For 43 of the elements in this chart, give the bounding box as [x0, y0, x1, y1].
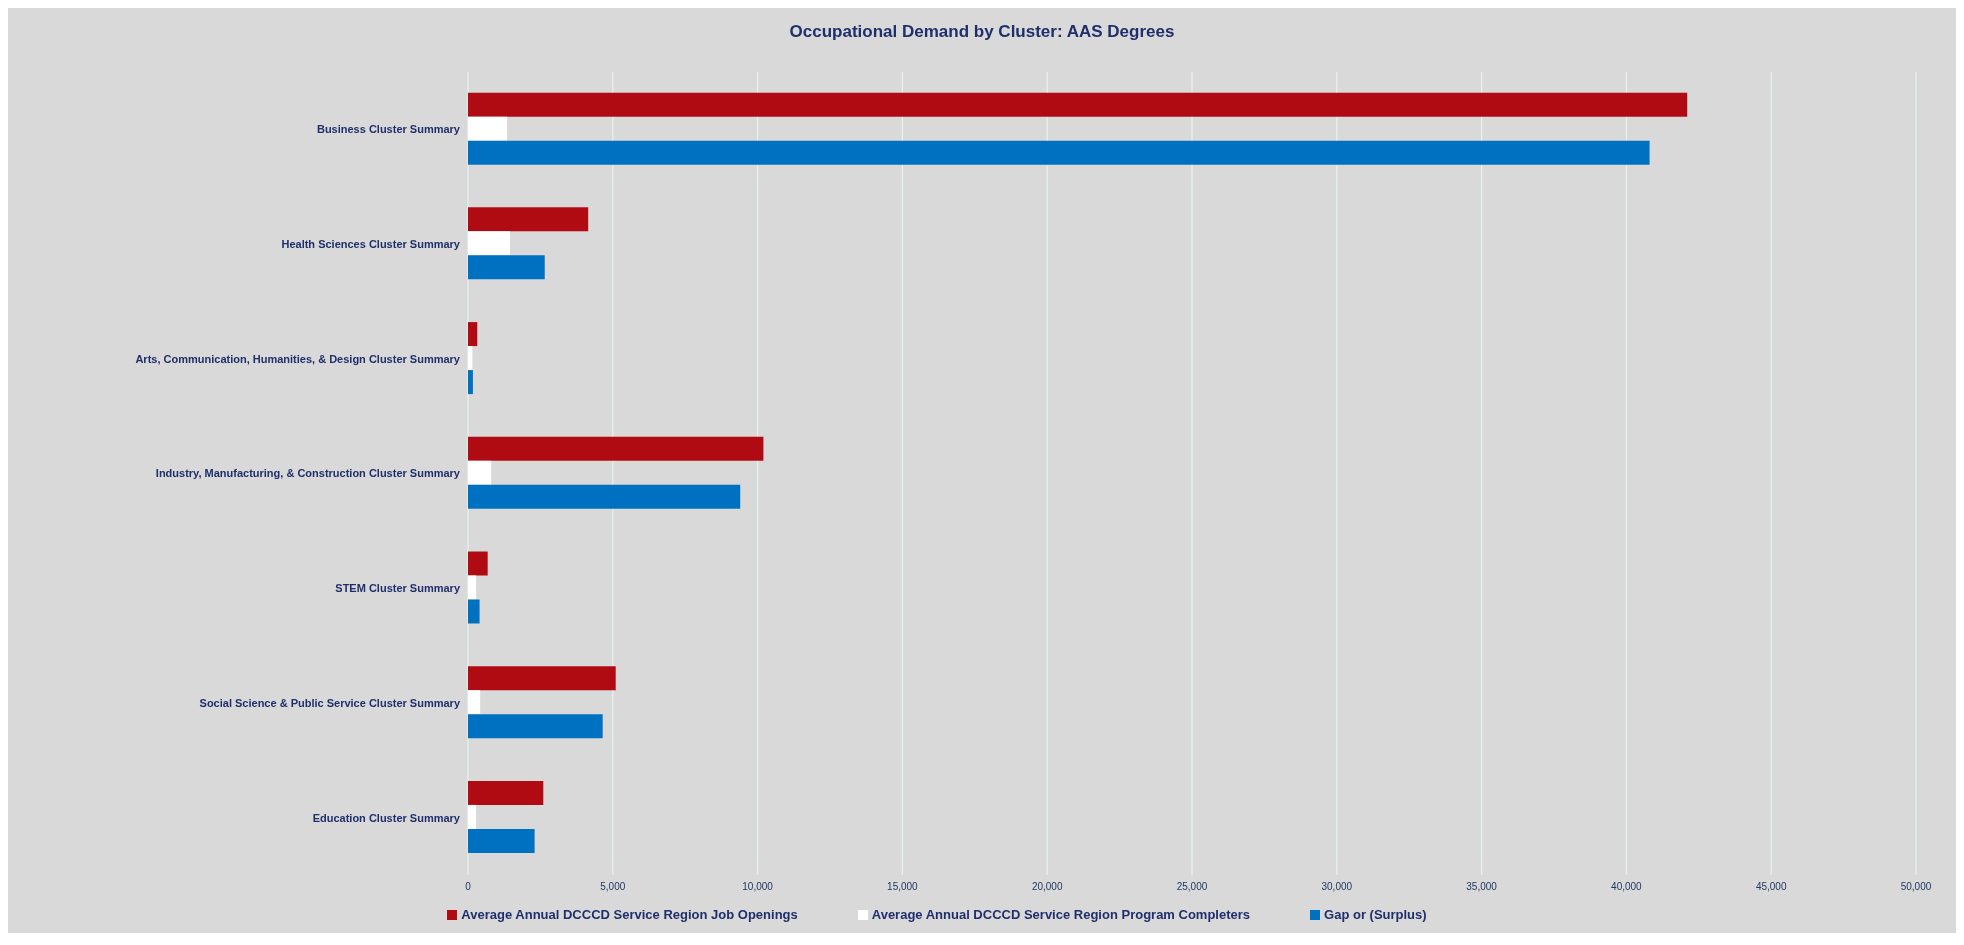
y-tick-label: Social Science & Public Service Cluster Summary: [199, 696, 461, 709]
bar: [468, 780, 544, 805]
bar: [468, 140, 1650, 165]
legend-label: Average Annual DCCCD Service Region Program Completers: [871, 907, 1251, 922]
x-tick-label: 45,000: [1755, 881, 1787, 893]
bar: [468, 460, 492, 485]
y-tick-label: Education Cluster Summary: [312, 811, 461, 824]
y-tick-label: Industry, Manufacturing, & Construction Cluster Summary: [155, 467, 461, 480]
bar: [468, 666, 616, 691]
bar: [468, 436, 764, 461]
y-tick-label: Health Sciences Cluster Summary: [281, 237, 461, 250]
x-tick-label: 0: [465, 881, 472, 893]
bar: [468, 575, 477, 600]
y-tick-label: STEM Cluster Summary: [335, 582, 461, 595]
legend-label: Average Annual DCCCD Service Region Job Openings: [461, 907, 798, 922]
y-tick-label: Arts, Communication, Humanities, & Design Cluster Summary: [135, 352, 461, 365]
bar: [468, 322, 478, 347]
x-tick-label: 25,000: [1176, 881, 1208, 893]
x-tick-label: 50,000: [1900, 881, 1932, 893]
bar: [468, 116, 508, 141]
bar: [468, 484, 741, 509]
x-tick-label: 30,000: [1321, 881, 1353, 893]
bar: [468, 804, 477, 829]
bar: [468, 207, 589, 232]
x-tick-label: 10,000: [742, 881, 774, 893]
x-tick-label: 15,000: [887, 881, 919, 893]
bar: [468, 714, 603, 739]
bar: [468, 690, 481, 715]
bar: [468, 551, 488, 576]
x-tick-label: 35,000: [1466, 881, 1498, 893]
chart-title: Occupational Demand by Cluster: AAS Degrees: [788, 21, 1176, 43]
bar: [468, 599, 480, 624]
legend-label: Gap or (Surplus): [1324, 907, 1427, 922]
y-tick-label: Business Cluster Summary: [316, 123, 461, 136]
bar: [468, 92, 1688, 117]
x-tick-label: 20,000: [1031, 881, 1063, 893]
bar: [468, 255, 545, 280]
bar: [468, 828, 535, 853]
x-tick-label: 5,000: [600, 881, 626, 893]
bar: [468, 346, 473, 371]
bar: [468, 370, 473, 395]
x-tick-label: 40,000: [1611, 881, 1643, 893]
bar: [468, 231, 510, 256]
